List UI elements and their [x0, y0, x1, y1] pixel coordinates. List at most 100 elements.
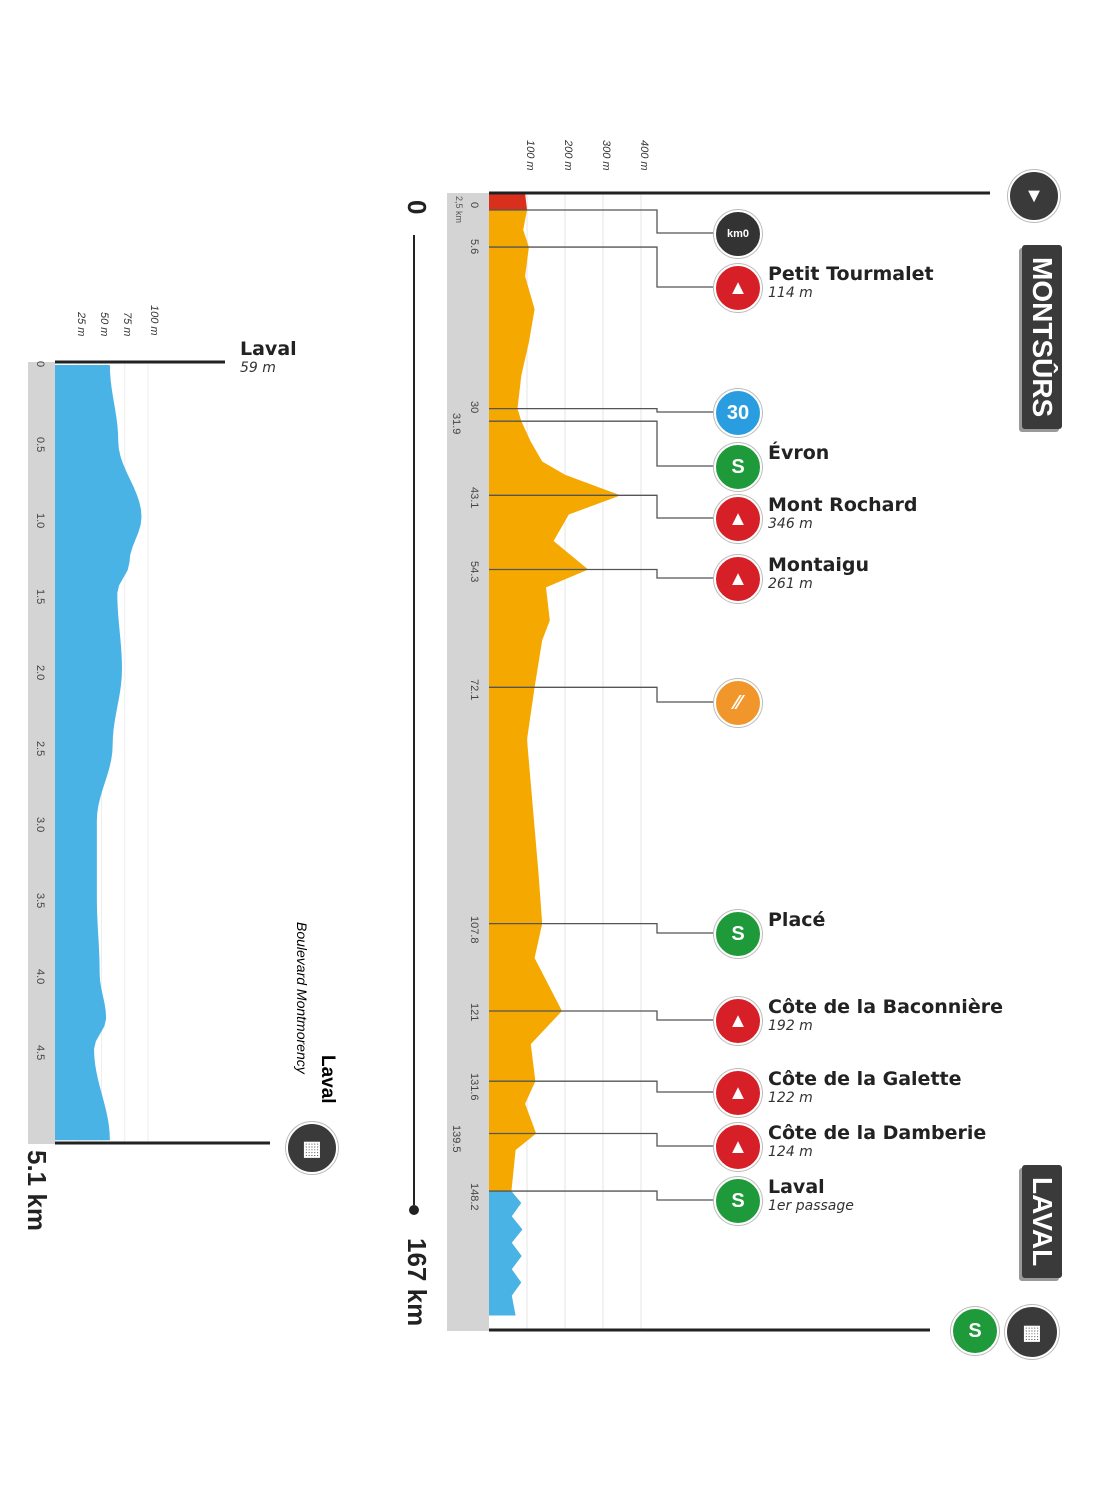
circuit-y-tick: 25 m [75, 312, 87, 337]
circuit-km-tick: 2.0 [34, 665, 46, 681]
marker-connector [489, 494, 715, 519]
circuit-km-tick: 1.5 [34, 589, 46, 605]
km-tick: 43.1 [468, 487, 480, 509]
km-tick: 72.1 [468, 679, 480, 701]
km0-icon: km0 [714, 210, 762, 258]
circuit-laps-area [489, 1191, 523, 1316]
checkered-flag-icon: ▦ [286, 1122, 338, 1174]
marker-sub: 114 m [768, 285, 813, 301]
climb-icon: ▲ [714, 555, 762, 603]
circuit-km-tick: 4.5 [34, 1045, 46, 1061]
marker-name: Laval [768, 1176, 825, 1198]
marker-label: Côte de la Baconnière 192 m [768, 996, 1003, 1034]
marker-label: Mont Rochard 346 m [768, 494, 917, 532]
km-tick: 148.2 [468, 1183, 480, 1211]
circuit-km-tick: 0.5 [34, 437, 46, 453]
circuit-y-tick: 50 m [98, 312, 110, 337]
marker-sub: 346 m [768, 516, 813, 532]
marker-name: Petit Tourmalet [768, 263, 934, 285]
y-tick: 200 m [562, 140, 574, 171]
circuit-y-tick: 75 m [121, 312, 133, 337]
sprint-icon: S [714, 910, 762, 958]
circuit-km-tick: 2.5 [34, 741, 46, 757]
finish-sprint-icon: S [951, 1307, 999, 1355]
circuit-km-tick: 0 [34, 361, 46, 368]
y-tick: 300 m [600, 140, 612, 171]
km-30-icon: 30 [714, 389, 762, 437]
start-km-label: 0 [402, 200, 432, 215]
marker-connector [489, 1132, 715, 1147]
marker-sub: 261 m [768, 576, 813, 592]
circuit-start-label: Laval 59 m [240, 338, 297, 376]
marker-sub: 192 m [768, 1018, 813, 1034]
climb-icon: ▲ [714, 1069, 762, 1117]
marker-connector [489, 1010, 715, 1021]
marker-connector [489, 568, 715, 579]
marker-name: Montaigu [768, 554, 870, 576]
sprint-icon: S [714, 443, 762, 491]
marker-label: Laval 1er passage [768, 1176, 854, 1214]
marker-label: Placé [768, 909, 825, 931]
marker-connector [489, 922, 715, 934]
marker-connector [489, 209, 715, 234]
marker-label: Petit Tourmalet 114 m [768, 263, 934, 301]
marker-name: Mont Rochard [768, 494, 918, 516]
marker-connector [489, 1080, 715, 1093]
km-tick: 30 [468, 400, 480, 413]
start-arrow-icon: ▼ [1008, 170, 1060, 222]
circuit-finish-sub: Boulevard Montmorency [294, 922, 310, 1074]
marker-name: Côte de la Galette [768, 1068, 962, 1090]
marker-sub: 124 m [768, 1144, 813, 1160]
climb-icon: ▲ [714, 997, 762, 1045]
circuit-elevation-area [55, 365, 142, 1141]
marker-label: Montaigu 261 m [768, 554, 869, 592]
km-tick: 0 [468, 202, 480, 209]
marker-connector [489, 1190, 715, 1201]
climb-icon: ▲ [714, 1123, 762, 1171]
km-tick: 131.6 [468, 1073, 480, 1101]
marker-label: Côte de la Galette 122 m [768, 1068, 962, 1106]
km-tick: 139.5 [450, 1125, 462, 1154]
y-tick: 100 m [524, 140, 536, 171]
y-tick: 400 m [638, 140, 650, 171]
circuit-y-tick: 100 m [148, 305, 160, 336]
marker-name: Côte de la Damberie [768, 1122, 987, 1144]
marker-name: Côte de la Baconnière [768, 996, 1003, 1018]
marker-connector [489, 246, 715, 288]
neutral-zone-area [489, 193, 527, 210]
elevation-area [489, 210, 621, 1192]
marker-sub: 1er passage [768, 1198, 854, 1214]
marker-name: Placé [768, 909, 826, 931]
circuit-km-tick: 3.5 [34, 893, 46, 909]
climb-icon: ▲ [714, 264, 762, 312]
km-tick: 5.6 [468, 239, 480, 255]
checkered-flag-icon: ▦ [1005, 1305, 1059, 1359]
total-distance-label: 167 km [402, 1238, 432, 1327]
start-town-label: MONTSÛRS [1022, 245, 1062, 430]
feed-zone-icon: ⁄⁄ [714, 679, 762, 727]
marker-connector [489, 407, 715, 413]
circuit-km-tick: 1.0 [34, 513, 46, 529]
circuit-km-tick: 4.0 [34, 969, 46, 985]
circuit-total-label: 5.1 km [22, 1150, 52, 1231]
circuit-finish-name: Laval [317, 1055, 338, 1104]
marker-sub: 122 m [768, 1090, 813, 1106]
circuit-distance-band [28, 362, 55, 1144]
sprint-icon: S [714, 1177, 762, 1225]
km-tick: 121 [468, 1003, 480, 1022]
climb-icon: ▲ [714, 495, 762, 543]
distance-band [447, 193, 489, 1331]
neutral-zone-label: 2,5 km [454, 196, 464, 224]
marker-connector [489, 686, 715, 703]
km-tick: 31.9 [450, 413, 462, 435]
marker-connector [489, 420, 715, 467]
distance-end-dot [409, 1205, 419, 1215]
km-tick: 107.8 [468, 915, 480, 944]
finish-town-label: LAVAL [1022, 1165, 1062, 1279]
circuit-km-tick: 3.0 [34, 817, 46, 833]
marker-name: Évron [768, 442, 830, 464]
km-tick: 54.3 [468, 561, 480, 583]
marker-label: Évron [768, 442, 829, 464]
